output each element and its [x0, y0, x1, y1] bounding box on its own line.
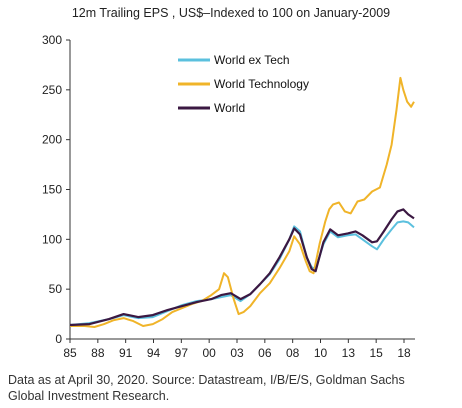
source-note: Data as at April 30, 2020. Source: Datas…	[8, 372, 458, 404]
series-layer	[69, 76, 415, 328]
source-note-line-1: Data as at April 30, 2020. Source: Datas…	[8, 373, 405, 387]
series-line-world-ex-tech	[69, 220, 415, 326]
x-tick-label: 88	[91, 346, 105, 360]
x-tick-label: 10	[314, 346, 328, 360]
x-tick-label: 18	[397, 346, 411, 360]
series-line-world-technology	[70, 76, 415, 328]
x-tick-label: 91	[119, 346, 133, 360]
x-tick-label: 97	[175, 346, 189, 360]
legend-label-world-technology: World Technology	[214, 77, 309, 91]
axes: 0 50 100 150 200 250 300 85 88 91 94 97 00 03 06 08 10 13…	[42, 33, 415, 360]
y-tick-label: 100	[42, 232, 62, 246]
y-tick-label: 200	[42, 133, 62, 147]
chart-title: 12m Trailing EPS , US$–Indexed to 100 on…	[71, 6, 391, 20]
y-tick-label: 150	[42, 183, 62, 197]
x-tick-label: 08	[286, 346, 300, 360]
x-tick-label: 15	[369, 346, 383, 360]
x-tick-label: 00	[202, 346, 216, 360]
y-tick-label: 300	[42, 33, 62, 47]
legend-label-world: World	[214, 101, 245, 115]
y-tick-label: 50	[49, 282, 63, 296]
legend: World ex Tech World Technology World	[178, 53, 309, 115]
legend-label-world-ex-tech: World ex Tech	[214, 53, 290, 67]
x-tick-label: 13	[342, 346, 356, 360]
x-tick-label: 94	[147, 346, 161, 360]
y-tick-label: 0	[55, 332, 62, 346]
x-tick-label: 06	[258, 346, 272, 360]
source-note-line-2: Global Investment Research.	[8, 389, 170, 403]
x-tick-label: 85	[63, 346, 77, 360]
x-tick-label: 03	[230, 346, 244, 360]
y-tick-label: 250	[42, 83, 62, 97]
series-line-world	[69, 208, 415, 327]
